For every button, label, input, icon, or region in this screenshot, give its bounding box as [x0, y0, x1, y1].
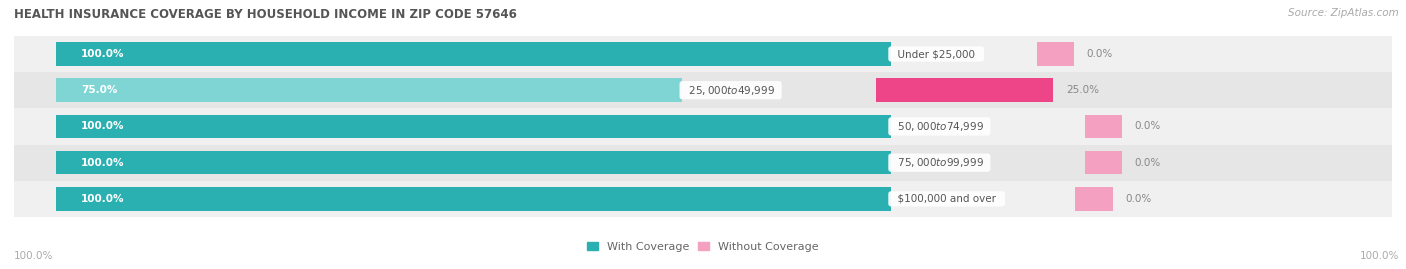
Text: $100,000 and over: $100,000 and over: [891, 194, 1002, 204]
Bar: [1076, 187, 1112, 211]
Text: HEALTH INSURANCE COVERAGE BY HOUSEHOLD INCOME IN ZIP CODE 57646: HEALTH INSURANCE COVERAGE BY HOUSEHOLD I…: [14, 8, 517, 21]
Bar: [1036, 42, 1074, 66]
Bar: [56, 187, 891, 211]
Bar: [56, 151, 891, 174]
Legend: With Coverage, Without Coverage: With Coverage, Without Coverage: [582, 238, 824, 256]
Text: Under $25,000: Under $25,000: [891, 49, 981, 59]
Bar: [14, 181, 1406, 217]
Bar: [14, 144, 1406, 181]
Text: $75,000 to $99,999: $75,000 to $99,999: [891, 156, 988, 169]
Text: 100.0%: 100.0%: [82, 49, 124, 59]
Text: 100.0%: 100.0%: [82, 194, 124, 204]
Text: Source: ZipAtlas.com: Source: ZipAtlas.com: [1288, 8, 1399, 18]
Bar: [14, 108, 1406, 144]
Bar: [1084, 115, 1122, 138]
Text: $50,000 to $74,999: $50,000 to $74,999: [891, 120, 988, 133]
Text: 100.0%: 100.0%: [82, 121, 124, 132]
Text: 100.0%: 100.0%: [82, 158, 124, 168]
Text: 75.0%: 75.0%: [82, 85, 117, 95]
Bar: [14, 72, 1406, 108]
Bar: [56, 79, 682, 102]
Text: 100.0%: 100.0%: [14, 251, 53, 261]
Bar: [1084, 151, 1122, 174]
Bar: [876, 79, 1053, 102]
Text: 0.0%: 0.0%: [1125, 194, 1152, 204]
Text: 0.0%: 0.0%: [1135, 121, 1161, 132]
Bar: [56, 42, 891, 66]
Text: 100.0%: 100.0%: [1360, 251, 1399, 261]
Text: 25.0%: 25.0%: [1066, 85, 1099, 95]
Bar: [14, 36, 1406, 72]
Text: 0.0%: 0.0%: [1087, 49, 1114, 59]
Bar: [56, 115, 891, 138]
Text: $25,000 to $49,999: $25,000 to $49,999: [682, 84, 779, 97]
Text: 0.0%: 0.0%: [1135, 158, 1161, 168]
